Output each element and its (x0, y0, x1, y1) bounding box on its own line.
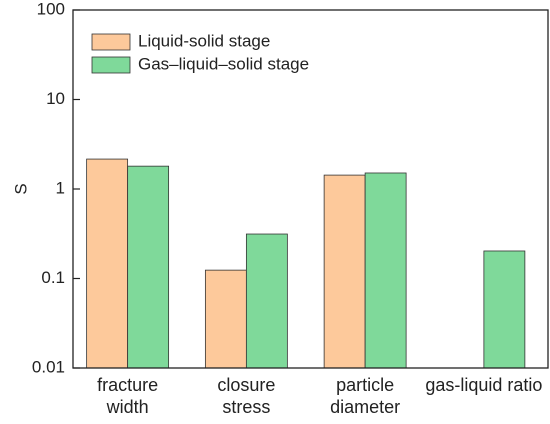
x-tick-label: closure stress (217, 375, 276, 417)
bar (483, 250, 526, 369)
legend-swatch (91, 56, 131, 74)
bar (323, 174, 366, 369)
y-tick-label: 10 (46, 89, 65, 108)
bar (204, 269, 247, 369)
legend-label: Gas–liquid–solid stage (138, 54, 309, 73)
legend-swatch (91, 33, 131, 51)
x-tick-label: fracture width (97, 375, 159, 417)
y-axis-label: S (11, 183, 30, 194)
y-tick-label: 0.1 (41, 268, 65, 287)
x-tick-label: gas-liquid ratio (425, 375, 543, 395)
legend-label: Liquid-solid stage (138, 31, 270, 50)
plot-frame (72, 9, 549, 369)
y-tick-label: 0.01 (32, 357, 65, 376)
bar (364, 172, 407, 369)
y-tick-label: 100 (37, 0, 65, 18)
bar (127, 165, 170, 369)
bar (245, 233, 288, 369)
y-tick-label: 1 (56, 178, 65, 197)
bar (86, 158, 129, 369)
x-tick-label: particle diameter (330, 375, 401, 417)
